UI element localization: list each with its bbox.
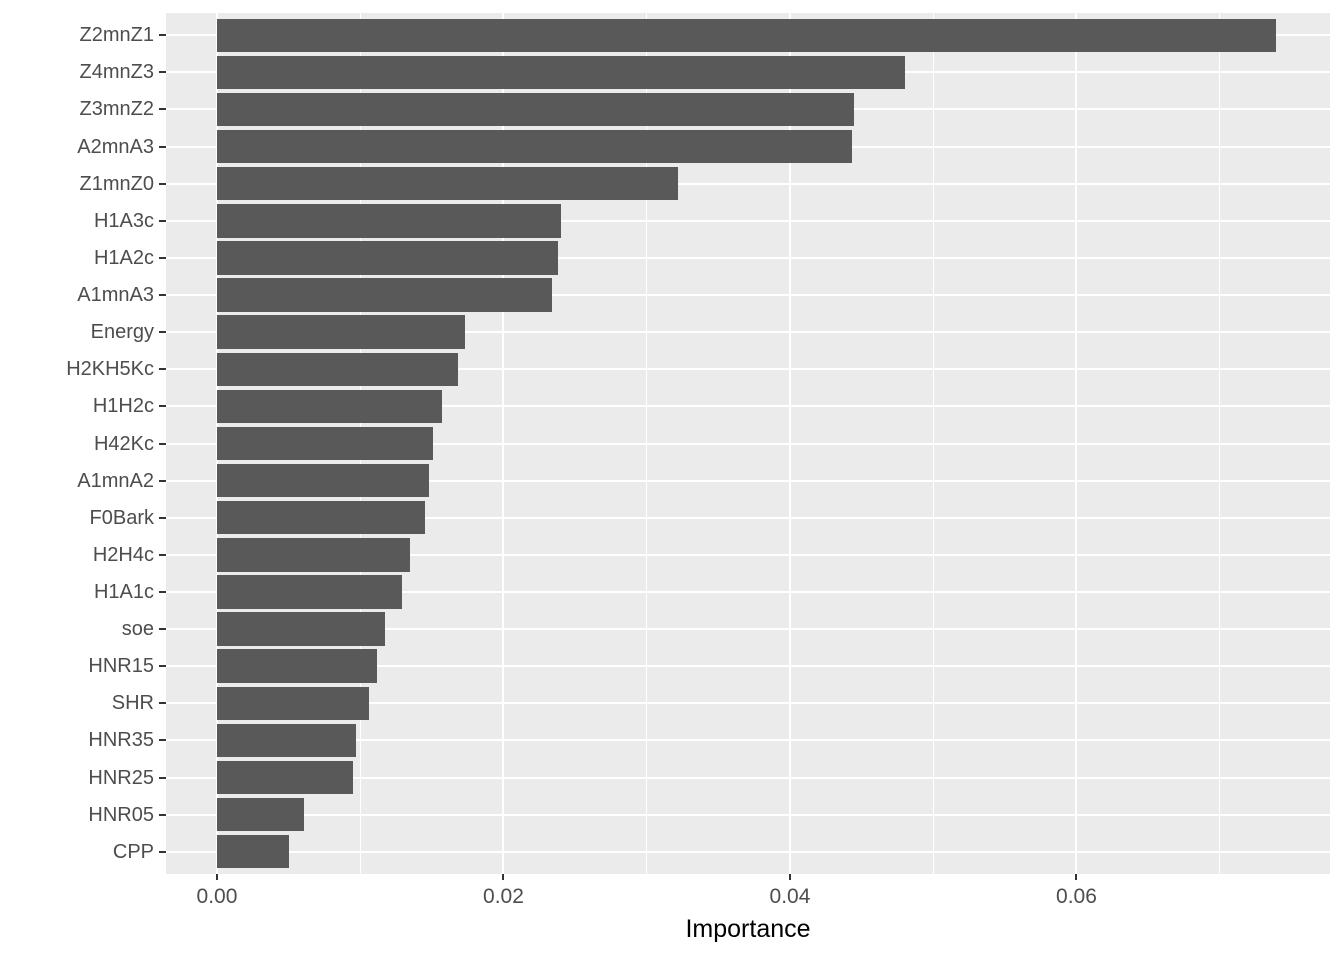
bar xyxy=(216,649,378,683)
y-axis-tick-mark xyxy=(159,702,166,705)
y-axis-tick-label: A1mnA2 xyxy=(77,469,154,492)
y-axis-tick-mark xyxy=(159,108,166,111)
bar xyxy=(216,797,305,832)
x-axis-tick-mark xyxy=(788,874,791,880)
y-axis-tick-mark xyxy=(159,776,166,779)
y-axis-tick-mark xyxy=(159,71,166,74)
y-axis-tick-label: HNR35 xyxy=(88,729,154,752)
gridline-major-horizontal xyxy=(166,628,1330,631)
y-axis-tick-mark xyxy=(159,405,166,408)
gridline-major-horizontal xyxy=(166,442,1330,445)
y-axis-tick-label: HNR05 xyxy=(88,803,154,826)
y-axis-tick-label: Z4mnZ3 xyxy=(79,61,154,84)
y-axis-tick-label: H2H4c xyxy=(92,543,154,566)
y-axis-tick-mark xyxy=(159,590,166,593)
x-axis-tick-mark xyxy=(215,874,218,880)
gridline-major-horizontal xyxy=(166,590,1330,593)
bar xyxy=(216,835,289,869)
bar xyxy=(216,55,905,90)
x-axis-title: Importance xyxy=(685,915,811,943)
y-axis-tick-mark xyxy=(159,219,166,222)
y-axis-tick-mark xyxy=(159,479,166,482)
y-axis-tick-label: H1A2c xyxy=(93,246,154,269)
y-axis-tick-mark xyxy=(159,739,166,742)
y-axis-tick-mark xyxy=(159,628,166,631)
bar xyxy=(216,241,558,275)
y-axis-tick-mark xyxy=(159,145,166,148)
y-axis-tick-label: A2mnA3 xyxy=(77,135,154,158)
gridline-major-horizontal xyxy=(166,182,1330,185)
bar xyxy=(216,575,402,609)
gridline-major-horizontal xyxy=(166,405,1330,408)
bar xyxy=(216,167,679,201)
gridline-major-horizontal xyxy=(166,256,1330,259)
x-axis-tick-label: 0.00 xyxy=(196,885,238,908)
bar xyxy=(216,204,561,238)
y-axis-tick-label: H1A1c xyxy=(93,580,154,603)
y-axis-tick-label: HNR15 xyxy=(88,655,154,678)
y-axis-tick-mark xyxy=(159,665,166,668)
y-axis-tick-mark xyxy=(159,331,166,334)
y-axis-tick-mark xyxy=(159,850,166,853)
bar xyxy=(216,278,553,312)
bar xyxy=(216,760,354,795)
plot-panel xyxy=(166,13,1330,874)
gridline-major-horizontal xyxy=(166,702,1330,705)
y-axis-tick-label: Energy xyxy=(90,321,154,344)
gridline-major-horizontal xyxy=(166,516,1330,519)
bar xyxy=(216,389,442,424)
y-axis-tick-label: H1H2c xyxy=(92,395,154,418)
y-axis-tick-label: F0Bark xyxy=(89,506,154,529)
bar xyxy=(216,723,356,758)
gridline-major-horizontal xyxy=(166,553,1330,556)
y-axis-tick-label: A1mnA3 xyxy=(77,284,154,307)
x-axis-tick-label: 0.02 xyxy=(483,885,524,908)
bar xyxy=(216,612,385,646)
x-axis-tick-mark xyxy=(502,874,505,880)
y-axis-tick-mark xyxy=(159,294,166,297)
bar xyxy=(216,352,458,386)
y-axis-tick-mark xyxy=(159,34,166,37)
bar xyxy=(216,501,425,535)
gridline-major-horizontal xyxy=(166,368,1330,371)
gridline-major-horizontal xyxy=(166,739,1330,742)
bar xyxy=(216,686,369,720)
x-axis-tick-mark xyxy=(1075,874,1078,880)
gridline-major-horizontal xyxy=(166,776,1330,779)
y-axis-tick-label: CPP xyxy=(112,840,154,863)
bar xyxy=(216,463,429,498)
bar xyxy=(216,129,852,164)
bar xyxy=(216,18,1276,52)
y-axis-tick-mark xyxy=(159,813,166,816)
gridline-major-horizontal xyxy=(166,479,1330,482)
y-axis-tick-label: soe xyxy=(121,618,154,641)
bar xyxy=(216,315,465,349)
y-axis-tick-label: H42Kc xyxy=(93,432,154,455)
y-axis-tick-label: Z2mnZ1 xyxy=(79,24,154,47)
y-axis-tick-label: Z1mnZ0 xyxy=(79,172,154,195)
y-axis-tick-mark xyxy=(159,256,166,259)
bar xyxy=(216,426,434,461)
gridline-major-horizontal xyxy=(166,331,1330,334)
x-axis-tick-label: 0.04 xyxy=(769,885,811,908)
gridline-major-horizontal xyxy=(166,813,1330,816)
y-axis-tick-label: Z3mnZ2 xyxy=(79,98,154,121)
gridline-major-horizontal xyxy=(166,219,1330,222)
y-axis-tick-label: H2KH5Kc xyxy=(66,358,154,381)
y-axis-tick-label: HNR25 xyxy=(88,766,154,789)
y-axis-tick-mark xyxy=(159,368,166,371)
gridline-major-horizontal xyxy=(166,294,1330,297)
gridline-major-horizontal xyxy=(166,665,1330,668)
y-axis-tick-mark xyxy=(159,516,166,519)
y-axis-tick-label: SHR xyxy=(111,692,154,715)
y-axis-tick-mark xyxy=(159,182,166,185)
gridline-major-horizontal xyxy=(166,850,1330,853)
x-axis-tick-label: 0.06 xyxy=(1056,885,1097,908)
bar xyxy=(216,538,411,572)
y-axis-tick-mark xyxy=(159,553,166,556)
y-axis-tick-label: H1A3c xyxy=(93,209,154,232)
bar xyxy=(216,92,855,127)
y-axis-tick-mark xyxy=(159,442,166,445)
